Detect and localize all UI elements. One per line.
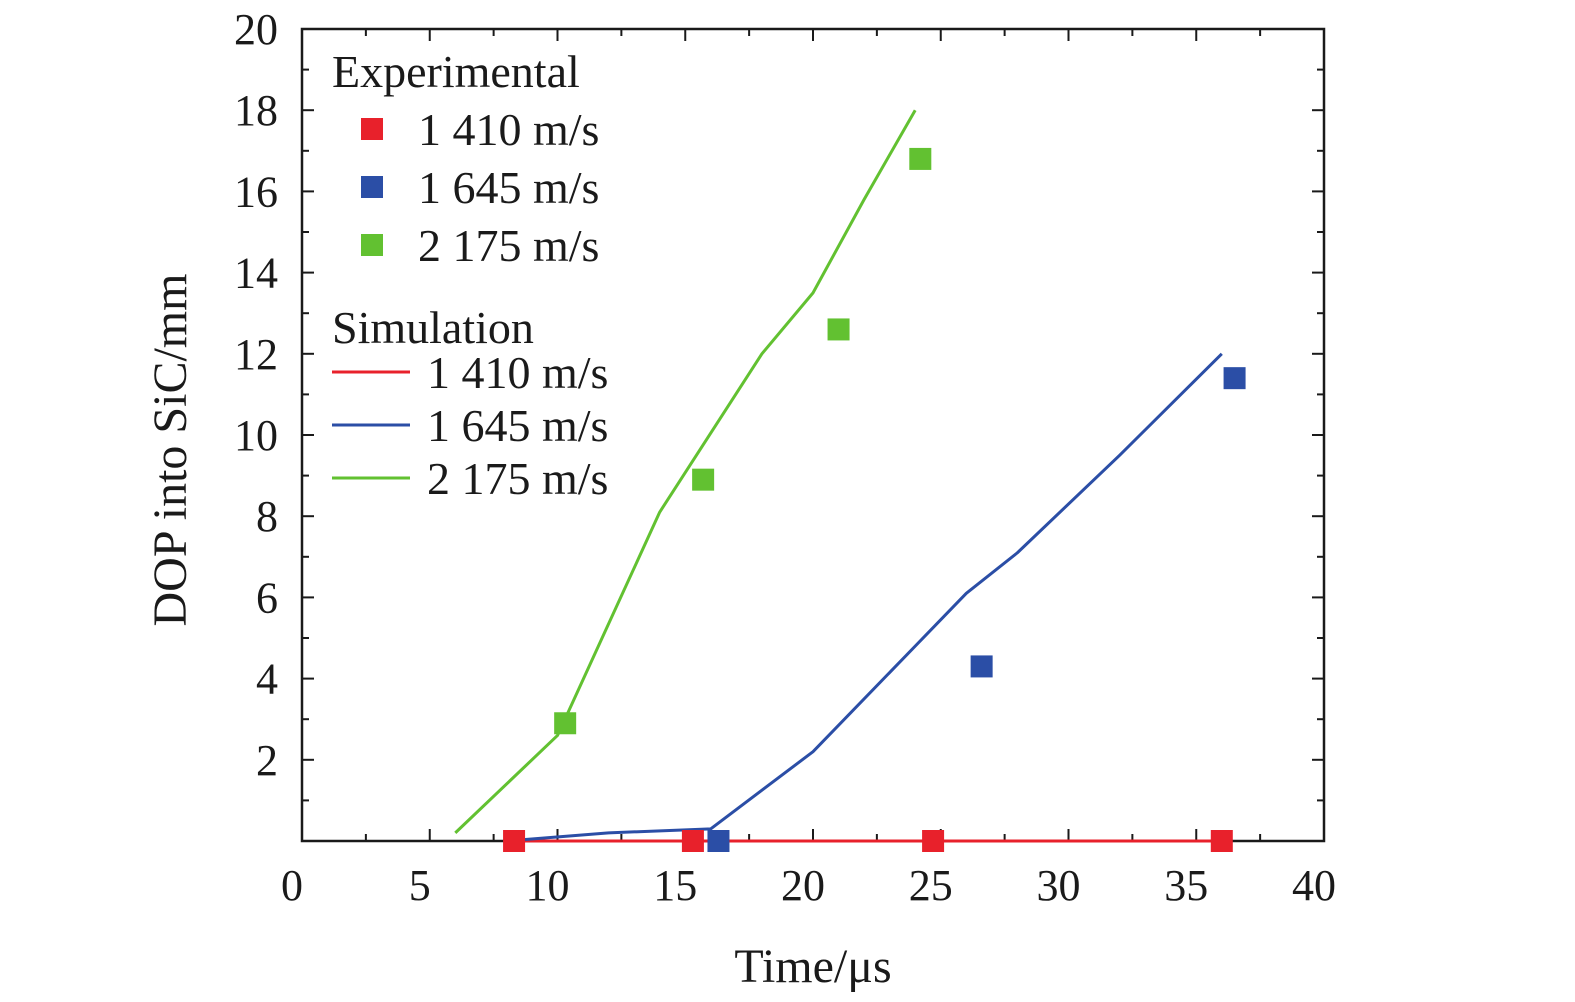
x-axis-title: Time/μs bbox=[734, 940, 891, 993]
legend-label-experimental-0: 1 410 m/s bbox=[418, 104, 599, 155]
x-axis: 0 5 10 15 20 25 30 35 40 bbox=[281, 29, 1336, 910]
experimental-point-1 bbox=[1223, 367, 1246, 390]
y-tick-label: 18 bbox=[234, 86, 278, 135]
y-axis: 2 4 6 8 10 12 14 16 18 20 bbox=[234, 5, 1324, 802]
legend-simulation-title: Simulation bbox=[332, 302, 534, 353]
y-tick-label: 2 bbox=[256, 736, 278, 785]
y-tick-label: 4 bbox=[256, 655, 278, 704]
y-tick-label: 6 bbox=[256, 573, 278, 622]
simulation-line-1 bbox=[506, 352, 1223, 843]
x-tick-label: 15 bbox=[653, 861, 697, 910]
y-tick-label: 20 bbox=[234, 5, 278, 54]
experimental-markers bbox=[503, 147, 1246, 852]
legend-marker-experimental-2 bbox=[361, 234, 383, 256]
y-tick-label: 16 bbox=[234, 167, 278, 216]
x-tick-label: 25 bbox=[909, 861, 953, 910]
experimental-point-0 bbox=[681, 830, 704, 852]
y-tick-label: 14 bbox=[234, 249, 278, 298]
legend-label-experimental-2: 2 175 m/s bbox=[418, 220, 599, 271]
experimental-point-2 bbox=[827, 318, 850, 341]
experimental-point-0 bbox=[1210, 830, 1233, 852]
experimental-point-2 bbox=[692, 468, 715, 491]
experimental-point-2 bbox=[909, 147, 932, 170]
legend-label-simulation-2: 2 175 m/s bbox=[427, 453, 608, 504]
y-axis-title: DOP into SiC/mm bbox=[144, 274, 197, 627]
y-tick-label: 12 bbox=[234, 330, 278, 379]
y-tick-label: 8 bbox=[256, 492, 278, 541]
legend-label-simulation-1: 1 645 m/s bbox=[427, 400, 608, 451]
legend-label-experimental-1: 1 645 m/s bbox=[418, 162, 599, 213]
legend-label-simulation-0: 1 410 m/s bbox=[427, 347, 608, 398]
legend-marker-experimental-0 bbox=[361, 118, 383, 140]
experimental-point-0 bbox=[503, 830, 526, 852]
legend: Experimental Simulation 1 410 m/s1 645 m… bbox=[332, 46, 608, 504]
experimental-point-2 bbox=[554, 712, 577, 735]
simulation-line-2 bbox=[454, 109, 917, 834]
simulation-lines bbox=[454, 109, 1223, 843]
x-tick-label: 35 bbox=[1164, 861, 1208, 910]
experimental-point-1 bbox=[707, 830, 730, 852]
x-tick-label: 5 bbox=[409, 861, 431, 910]
x-tick-label: 40 bbox=[1292, 861, 1336, 910]
experimental-point-0 bbox=[922, 830, 945, 852]
x-tick-label: 30 bbox=[1037, 861, 1081, 910]
x-tick-label: 0 bbox=[281, 861, 303, 910]
experimental-point-1 bbox=[970, 655, 993, 678]
legend-experimental-title: Experimental bbox=[332, 46, 580, 97]
legend-marker-experimental-1 bbox=[361, 176, 383, 198]
x-tick-label: 10 bbox=[526, 861, 570, 910]
x-tick-label: 20 bbox=[781, 861, 825, 910]
y-tick-label: 10 bbox=[234, 411, 278, 460]
